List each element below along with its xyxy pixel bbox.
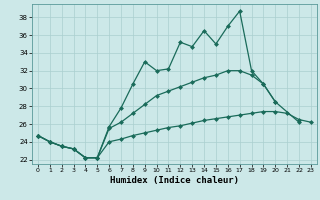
X-axis label: Humidex (Indice chaleur): Humidex (Indice chaleur) <box>110 176 239 185</box>
